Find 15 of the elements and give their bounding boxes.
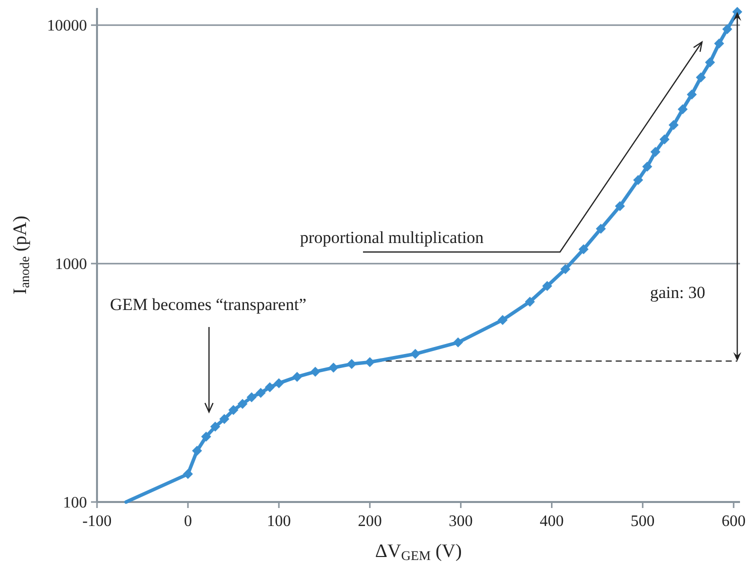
y-tick-label: 1000: [55, 256, 87, 274]
annotation: gain: 30: [650, 283, 706, 302]
annotation: GEM becomes “transparent”: [110, 295, 306, 314]
x-tick-label: 600: [722, 513, 746, 530]
x-tick-label: 300: [448, 513, 473, 530]
x-axis-title: ΔV$_{GEM}$ (V): [375, 541, 462, 564]
y-tick-label: 100: [63, 494, 87, 512]
x-tick-label: 500: [630, 513, 655, 530]
annotation: proportional multiplication: [300, 228, 484, 247]
x-tick-label: 0: [184, 513, 192, 530]
y-tick-label: 10000: [47, 18, 87, 35]
x-tick-label: -100: [82, 513, 112, 530]
x-tick-label: 100: [266, 513, 291, 530]
x-tick-label: 200: [358, 513, 382, 530]
x-tick-label: 400: [540, 513, 564, 530]
